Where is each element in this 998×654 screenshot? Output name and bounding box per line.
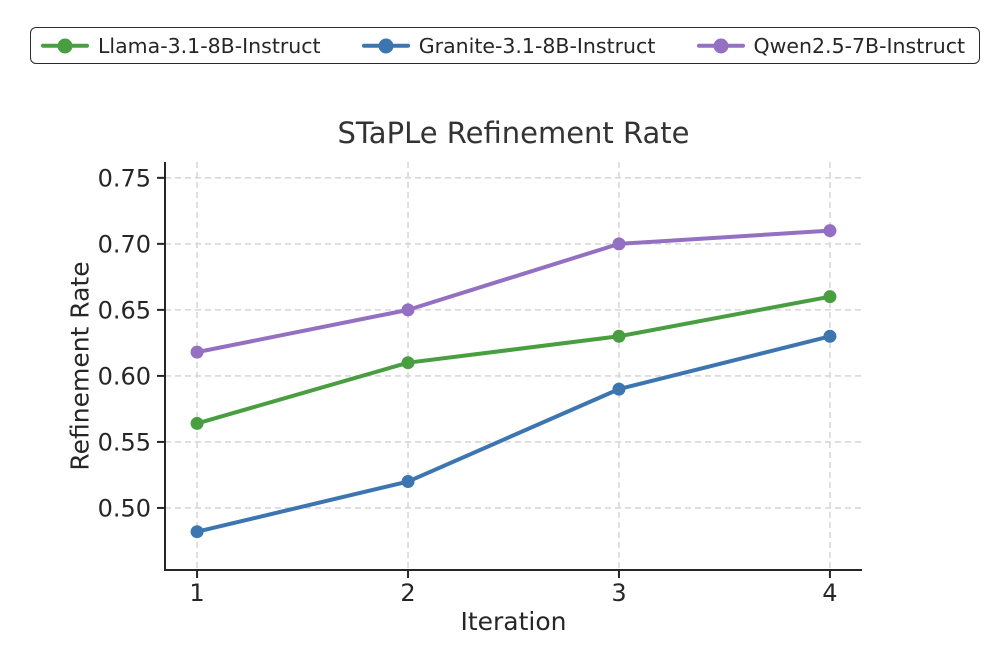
data-point-series-0 <box>190 416 204 430</box>
data-point-series-0 <box>401 356 415 370</box>
data-point-series-1 <box>823 329 837 343</box>
y-tick-label: 0.65 <box>98 296 151 324</box>
legend: Llama-3.1-8B-Instruct Granite-3.1-8B-Ins… <box>30 27 980 64</box>
y-tick-label: 0.70 <box>98 230 151 258</box>
series-line-0 <box>195 294 832 426</box>
data-point-series-2 <box>401 303 415 317</box>
legend-label: Granite-3.1-8B-Instruct <box>418 33 656 58</box>
legend-marker-icon <box>378 38 394 53</box>
legend-label: Llama-3.1-8B-Instruct <box>98 33 321 58</box>
legend-entry-qwen: Qwen2.5-7B-Instruct <box>696 33 966 58</box>
y-tick-label: 0.60 <box>98 362 151 390</box>
chart-title: STaPLe Refinement Rate <box>337 116 690 150</box>
y-tick-label: 0.55 <box>98 428 151 456</box>
x-tick-label: 3 <box>611 579 626 607</box>
legend-line-sample <box>696 38 745 54</box>
x-tick-label: 2 <box>400 579 415 607</box>
legend-label: Qwen2.5-7B-Instruct <box>753 33 966 58</box>
data-point-series-1 <box>401 475 415 489</box>
x-tick-label: 4 <box>822 579 837 607</box>
x-tick-label: 1 <box>189 579 204 607</box>
data-point-series-0 <box>823 290 837 304</box>
data-point-series-1 <box>190 525 204 539</box>
legend-marker-icon <box>713 38 728 53</box>
data-point-series-0 <box>612 329 626 343</box>
legend-line-sample <box>41 38 89 54</box>
y-axis-label: Refinement Rate <box>65 261 95 471</box>
data-point-series-2 <box>190 345 204 359</box>
series-line-2 <box>195 228 832 355</box>
legend-marker-icon <box>57 38 73 53</box>
series-line-1 <box>195 334 832 534</box>
x-axis-label: Iteration <box>460 607 567 636</box>
data-point-series-2 <box>823 224 837 238</box>
legend-entry-granite: Granite-3.1-8B-Instruct <box>361 33 656 58</box>
data-point-series-2 <box>612 237 626 251</box>
y-tick-label: 0.50 <box>98 494 151 522</box>
legend-entry-llama: Llama-3.1-8B-Instruct <box>41 34 321 58</box>
data-point-series-1 <box>612 382 626 396</box>
legend-line-sample <box>361 38 410 54</box>
y-tick-label: 0.75 <box>98 164 151 192</box>
